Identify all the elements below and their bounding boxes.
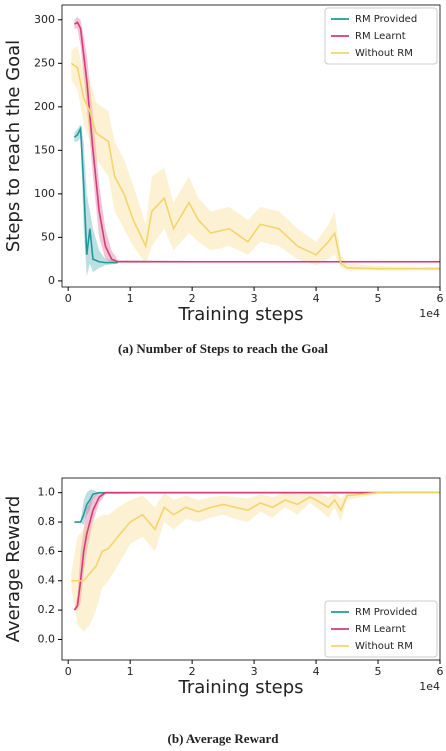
series-line [70,62,440,270]
legend-frame [324,7,438,65]
legend: RM Provided RM Learnt Without RM [324,600,438,658]
legend-label: RM Provided [355,14,417,25]
x-tick-label: 1 [127,292,134,305]
y-tick-label: 50 [41,230,55,243]
x-offset-label: 1e4 [419,307,440,320]
caption: (a) Number of Steps to reach the Goal [118,341,328,356]
series-line [74,21,440,263]
y-tick-label: 300 [34,13,55,26]
y-axis-label: Steps to reach the Goal [3,40,24,252]
legend-label: Without RM [355,641,413,652]
x-tick-label: 0 [65,292,72,305]
x-axis-label: Training steps [177,304,303,325]
y-tick-label: 0.6 [38,544,56,557]
y-tick-label: 1.0 [38,486,56,499]
y-tick-label: 150 [34,143,55,156]
y-tick-label: 0.0 [38,632,56,645]
plot-frame [61,4,441,288]
legend-label: RM Learnt [355,624,406,635]
series-line [73,491,440,611]
x-tick-label: 4 [313,292,320,305]
y-tick-label: 250 [34,56,55,69]
x-axis-label: Training steps [177,677,303,698]
y-tick-label: 0 [48,274,55,287]
x-tick-label: 6 [437,665,444,678]
y-tick-label: 0.2 [38,603,56,616]
y-tick-label: 100 [34,187,55,200]
x-tick-label: 5 [375,665,382,678]
legend-label: RM Learnt [355,31,406,42]
x-tick-label: 6 [437,292,444,305]
confidence-band [71,45,441,271]
x-tick-label: 5 [375,292,382,305]
x-tick-label: 4 [313,665,320,678]
x-offset-label: 1e4 [419,680,440,693]
x-tick-label: 0 [65,665,72,678]
series-line [71,491,440,582]
y-tick-label: 200 [34,100,55,113]
legend-frame [324,600,438,658]
legend-label: Without RM [355,48,413,59]
x-tick-label: 1 [127,665,134,678]
y-tick-label: 0.8 [38,515,56,528]
confidence-band [74,124,118,277]
x-tick-label: 2 [189,665,196,678]
x-tick-label: 2 [189,292,196,305]
series-line [73,125,118,264]
legend-label: RM Provided [355,607,417,618]
y-tick-label: 0.4 [38,574,56,587]
y-axis-label: Average Reward [3,496,24,643]
plot-frame [61,477,441,661]
x-tick-label: 3 [251,292,258,305]
x-tick-label: 3 [251,665,258,678]
caption: (b) Average Reward [168,731,280,746]
legend: RM Provided RM Learnt Without RM [324,7,438,65]
